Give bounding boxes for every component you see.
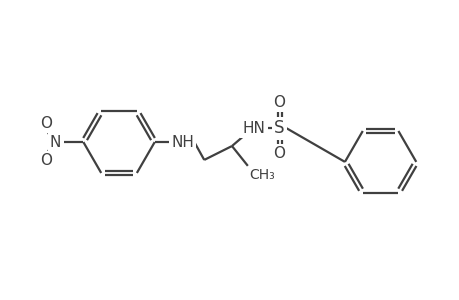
Text: HN: HN <box>242 121 265 136</box>
Text: O: O <box>39 153 51 168</box>
Text: O: O <box>273 95 285 110</box>
Text: NH: NH <box>171 135 193 150</box>
Text: S: S <box>274 119 284 137</box>
Text: CH₃: CH₃ <box>248 168 274 182</box>
Text: O: O <box>273 146 285 161</box>
Text: O: O <box>39 116 51 131</box>
Text: N: N <box>50 135 61 150</box>
